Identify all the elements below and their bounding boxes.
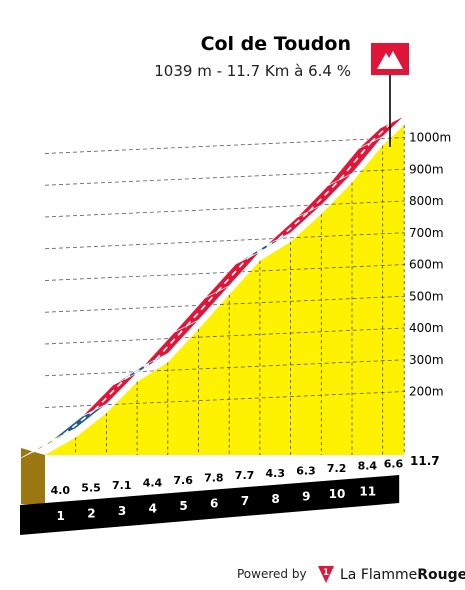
segment-grade-label: 6.3 (296, 464, 316, 477)
km-label: 1 (57, 509, 65, 523)
km-label: 7 (241, 494, 249, 508)
road-centerline (93, 378, 126, 411)
segment-grade-label: 7.8 (204, 472, 224, 485)
segment-grade-label: 7.7 (235, 469, 255, 482)
profile-labels-layer: 1 2 3 4 5 6 7 8 9 10 11 11.7 4.0 5.5 7.1 4.4 7.6 7.8 7.7 4.… (51, 454, 440, 523)
altitude-tick-label: 300m (409, 353, 444, 367)
profile-base-layer (20, 475, 400, 535)
segment-grade-label: 5.5 (81, 481, 101, 494)
climb-subtitle: 1039 m - 11.7 Km à 6.4 % (154, 62, 351, 80)
km-label: 10 (329, 487, 346, 501)
segment-grade-label: 7.2 (327, 462, 347, 475)
altitude-gridlines: 200m 300m 400m 500m 600m 700m 800m 900m 1000m (44, 131, 451, 408)
altitude-tick-label: 400m (409, 321, 444, 335)
altitude-gridline (44, 137, 406, 154)
segment-grade-label: 4.3 (266, 467, 286, 480)
road-centerline (308, 178, 341, 212)
altitude-tick-label: 500m (409, 289, 444, 303)
km-label: 6 (210, 497, 218, 511)
road-centerline (370, 121, 393, 144)
km-label: 5 (179, 499, 187, 513)
altitude-tick-label: 600m (409, 258, 444, 272)
altitude-tick-label: 800m (409, 194, 444, 208)
km-label: 9 (302, 489, 310, 503)
km-label: 8 (271, 492, 279, 506)
road-centerline (339, 141, 372, 180)
segment-grade-label: 7.1 (112, 479, 132, 492)
km-label: 3 (118, 504, 126, 518)
altitude-tick-label: 200m (409, 385, 444, 399)
km-label: 4 (149, 501, 157, 515)
road-centerline (185, 291, 218, 327)
total-distance-label: 11.7 (410, 454, 440, 468)
segment-grade-label: 8.4 (358, 460, 378, 473)
flamme-rouge-logo-icon (318, 566, 334, 583)
profile-fill-layer (21, 125, 405, 505)
powered-by-text: Powered by (237, 567, 307, 581)
brand-name-suffix: Rouge (417, 567, 465, 583)
profile-side-wall (21, 448, 45, 505)
segment-grade-label: 7.6 (173, 474, 193, 487)
altitude-tick-label: 700m (409, 226, 444, 240)
brand-name-prefix: La Flamme (340, 567, 417, 583)
segment-grade-label: 4.4 (143, 477, 163, 490)
km-label: 11 (359, 484, 376, 498)
brand-name: La FlammeRouge (340, 567, 465, 583)
altitude-tick-label: 900m (409, 162, 444, 176)
km-dividers (75, 125, 405, 455)
road-centerline (216, 257, 249, 293)
km-label: 2 (87, 506, 95, 520)
road-centerline (155, 325, 188, 361)
flamme-rouge-logo-glyph: 1 (323, 568, 329, 578)
road-surface-layer (20, 115, 405, 459)
segment-grade-label: 6.6 (384, 457, 404, 470)
altitude-tick-label: 1000m (409, 131, 451, 145)
profile-base (20, 475, 400, 535)
road-centerline (278, 210, 310, 240)
profile-area (45, 125, 405, 456)
road-centerline (32, 433, 65, 453)
segment-grade-label: 4.0 (51, 484, 71, 497)
climb-title: Col de Toudon (201, 33, 351, 55)
summit-mountain-icon (377, 51, 403, 69)
